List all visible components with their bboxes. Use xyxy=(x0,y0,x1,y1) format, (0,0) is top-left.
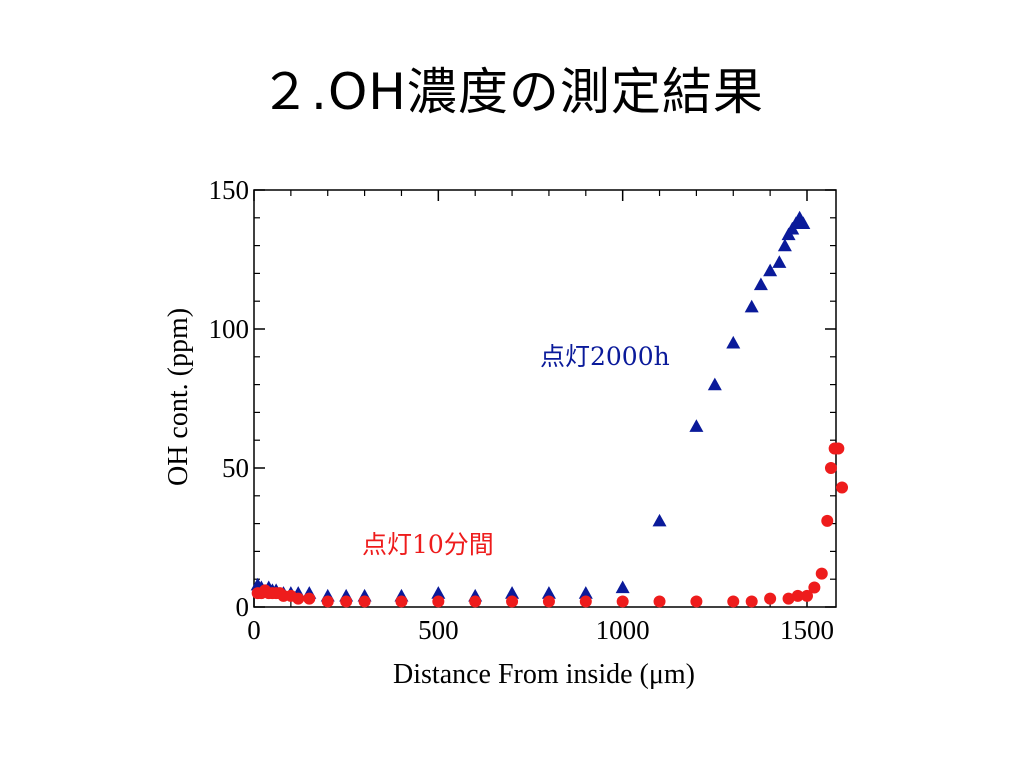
triangle-point-2000h xyxy=(431,586,446,599)
circle-point-10min xyxy=(764,592,777,605)
circle-point-10min xyxy=(727,595,740,608)
data-series xyxy=(250,210,849,608)
circle-point-10min xyxy=(395,595,408,608)
circle-point-10min xyxy=(292,592,305,605)
circle-point-10min xyxy=(303,592,316,605)
x-axis-title: Distance From inside (μm) xyxy=(393,659,695,690)
circle-point-10min xyxy=(469,595,482,608)
circle-point-10min xyxy=(808,581,821,594)
circle-point-10min xyxy=(791,589,804,602)
x-tick-label: 500 xyxy=(418,615,459,645)
plot-frame xyxy=(253,189,837,608)
x-tick-label: 0 xyxy=(247,615,261,645)
circle-point-10min xyxy=(358,595,371,608)
slide-title: ２.OH濃度の測定結果 xyxy=(260,63,764,121)
circle-point-10min xyxy=(821,514,834,527)
triangle-point-2000h xyxy=(796,216,811,229)
series-label-2000h: 点灯2000h xyxy=(540,342,670,371)
circle-point-10min xyxy=(579,595,592,608)
tick-labels: 0 500 1000 1500 0 50 100 150 xyxy=(209,175,835,645)
y-tick-label: 0 xyxy=(236,592,250,622)
triangle-point-2000h xyxy=(689,419,704,432)
plot-area-border xyxy=(253,189,837,608)
y-tick-label: 100 xyxy=(209,314,250,344)
circle-point-10min xyxy=(542,595,555,608)
circle-point-10min xyxy=(653,595,666,608)
circle-point-10min xyxy=(321,595,334,608)
y-tick-label: 150 xyxy=(209,175,250,205)
circle-point-10min xyxy=(815,567,828,580)
x-tick-label: 1500 xyxy=(780,615,834,645)
y-axis-title: OH cont. (ppm) xyxy=(163,308,194,486)
circle-point-10min xyxy=(836,481,849,494)
triangle-point-2000h xyxy=(777,238,792,252)
circle-point-10min xyxy=(432,595,445,608)
triangle-point-2000h xyxy=(772,255,787,268)
triangle-point-2000h xyxy=(505,586,520,599)
triangle-point-2000h xyxy=(652,513,667,527)
triangle-point-2000h xyxy=(707,377,722,391)
circle-point-10min xyxy=(690,595,703,608)
circle-point-10min xyxy=(616,595,629,608)
circle-point-10min xyxy=(824,462,837,474)
triangle-point-2000h xyxy=(744,299,759,313)
circle-point-10min xyxy=(801,589,813,602)
triangle-point-2000h xyxy=(578,586,593,599)
triangle-point-2000h xyxy=(726,335,741,349)
series-label-10min: 点灯10分間 xyxy=(362,530,494,559)
circle-point-10min xyxy=(340,595,353,608)
circle-point-10min xyxy=(782,592,795,605)
circle-point-10min xyxy=(506,595,519,608)
axis-ticks xyxy=(253,189,836,608)
circle-point-10min xyxy=(745,595,758,608)
triangle-point-2000h xyxy=(753,277,768,291)
triangle-point-2000h xyxy=(541,586,556,599)
triangle-point-2000h xyxy=(615,580,630,594)
triangle-point-2000h xyxy=(763,263,778,277)
y-tick-label: 50 xyxy=(222,453,249,483)
x-tick-label: 1000 xyxy=(596,615,650,645)
circle-point-10min xyxy=(832,442,845,455)
